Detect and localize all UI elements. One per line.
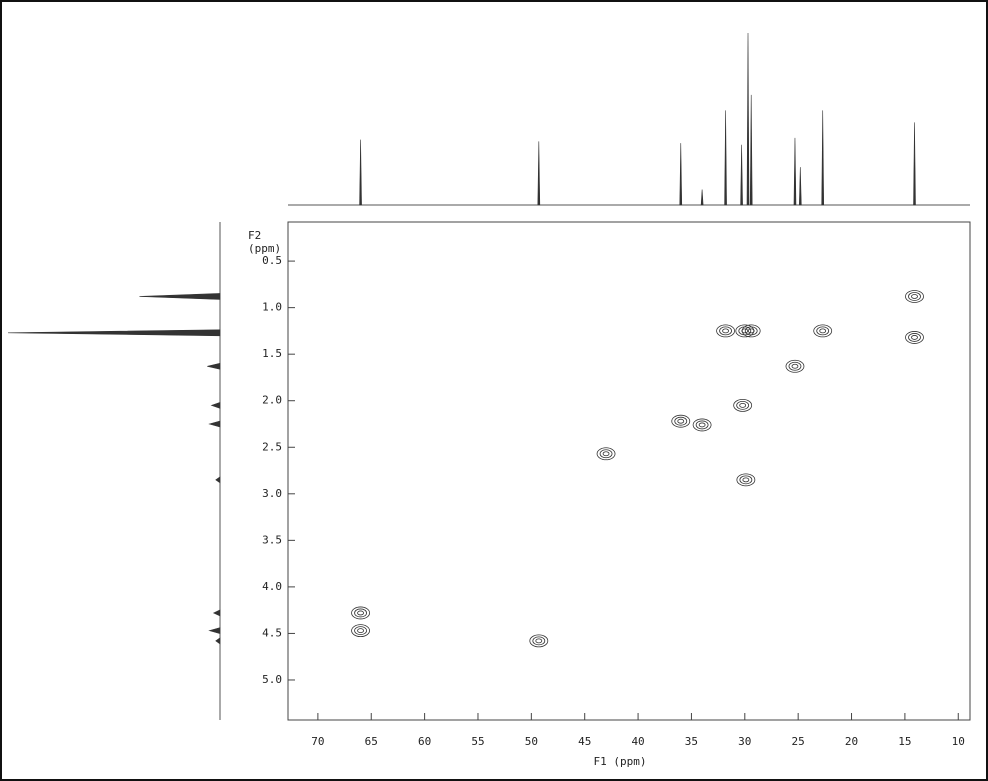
proton-peak (7, 329, 221, 337)
carbon-peak (700, 189, 704, 206)
cross-peak (785, 359, 805, 373)
proton-peak (207, 362, 221, 370)
cross-peak (735, 324, 755, 338)
cross-peak (736, 473, 756, 487)
x-tick-label: 50 (525, 735, 538, 748)
x-tick-label: 30 (738, 735, 751, 748)
y-tick-label: 5.0 (262, 673, 282, 686)
x-tick-label: 15 (898, 735, 911, 748)
carbon-peak (746, 32, 750, 206)
cross-peak (741, 324, 761, 338)
x-tick-label: 20 (845, 735, 858, 748)
x-tick-label: 35 (685, 735, 698, 748)
cross-peak (351, 606, 370, 620)
proton-peak (215, 476, 221, 484)
x-tick-label: 45 (578, 735, 591, 748)
cross-peak (813, 324, 833, 338)
y-tick-label: 2.0 (262, 394, 282, 407)
x-tick-label: 70 (311, 735, 324, 748)
carbon-peak (913, 122, 916, 206)
cross-peak (529, 634, 549, 648)
y-axis-label: (ppm) (248, 242, 281, 255)
x-tick-label: 10 (952, 735, 965, 748)
carbon-peak (749, 94, 753, 206)
cross-peak (733, 398, 753, 412)
proton-peak (210, 401, 221, 409)
proton-peak (208, 420, 221, 428)
x-tick-label: 60 (418, 735, 431, 748)
y-tick-label: 3.5 (262, 533, 282, 546)
carbon-peak (798, 167, 802, 206)
y-tick-label: 0.5 (262, 254, 282, 267)
y-tick-label: 3.0 (262, 487, 282, 500)
carbon-peak (740, 144, 743, 206)
y-tick-label: 4.5 (262, 626, 282, 639)
proton-peak (139, 293, 221, 300)
plot-frame (287, 221, 971, 721)
cross-peak (351, 624, 370, 638)
proton-peak (208, 627, 221, 635)
y-tick-label: 2.5 (262, 440, 282, 453)
cross-peak (905, 290, 924, 303)
cross-peak (905, 331, 924, 344)
cross-peak (716, 324, 735, 338)
cross-peak (596, 447, 616, 461)
proton-peak (212, 609, 221, 617)
cross-peak (671, 414, 691, 428)
carbon-peak (679, 143, 683, 206)
carbon-peak (724, 110, 727, 206)
x-tick-label: 55 (471, 735, 484, 748)
carbon-peak (821, 110, 825, 206)
carbon-peak (359, 139, 362, 206)
x-tick-label: 40 (631, 735, 644, 748)
x-axis-label: F1 (ppm) (594, 755, 647, 768)
x-tick-label: 65 (365, 735, 378, 748)
y-axis-label: F2 (248, 229, 261, 242)
carbon-peak (537, 141, 541, 206)
y-tick-label: 1.0 (262, 301, 282, 314)
carbon-peak (793, 137, 797, 206)
x-tick-label: 25 (792, 735, 805, 748)
cross-peak (692, 418, 712, 432)
y-tick-label: 4.0 (262, 580, 282, 593)
y-tick-label: 1.5 (262, 347, 282, 360)
proton-peak (215, 637, 221, 645)
